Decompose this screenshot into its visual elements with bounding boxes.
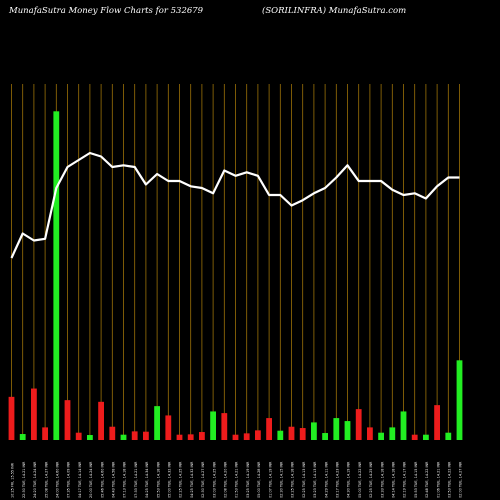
x-tick-label: 25:08 TUE, 14.27 INR	[44, 461, 48, 498]
x-tick-label: 04:29 TUE, 14.11 INR	[324, 461, 328, 498]
money-flow-bar	[423, 434, 429, 440]
money-flow-bar	[344, 421, 351, 440]
money-flow-bar	[131, 431, 138, 440]
money-flow-bar	[355, 409, 362, 440]
chart-subtitle: (SORILINFRA) MunafaSutra.com	[262, 6, 407, 16]
price-line	[10, 151, 460, 259]
chart-title: MunafaSutra Money Flow Charts for 532679	[9, 6, 204, 16]
x-tick-label: 03:53 TUE, 14.22 INR	[448, 461, 452, 498]
x-tick-label: 02:30 TUE, 14.15 INR	[280, 461, 284, 498]
grid-lines	[11, 84, 460, 440]
x-tick-label: 07:33 TUE, 14.21 INR	[134, 461, 138, 498]
money-flow-bars	[8, 111, 463, 440]
money-flow-bar	[187, 434, 194, 440]
money-flow-bar	[311, 422, 317, 440]
x-tick-label: 04:43 TUE, 14.58 INR	[112, 461, 116, 498]
money-flow-bar	[299, 428, 306, 440]
x-tick-label: 05:00 TUE, 14.22 INR	[358, 461, 362, 498]
money-flow-bar	[199, 432, 205, 440]
x-tick-label: 02:25 TUE, 14.25 INR	[179, 461, 183, 498]
x-tick-label: 01:07 TUE, 14.19 INR	[268, 461, 272, 498]
money-flow-bar	[333, 418, 340, 440]
x-tick-label: 24:00 TUE, 14.60 INR	[56, 461, 60, 498]
x-tick-label: 02:00 TUE, 14.27 INR	[459, 461, 463, 498]
money-flow-bar	[19, 434, 26, 440]
x-tick-label: 05:00 TUE, 14.32 INR	[168, 461, 172, 498]
x-tick-label: 01:53 TUE, 14.21 INR	[235, 461, 239, 498]
x-tick-label: 02:25 TUE, 14.25 INR	[369, 461, 373, 498]
x-tick-label: 05:00 TUE, 14.28 INR	[257, 461, 261, 498]
x-tick-label: 04:25 TUE, 14.32 INR	[190, 461, 194, 498]
money-flow-bar	[42, 427, 48, 440]
money-flow-bar	[87, 435, 93, 440]
x-tick-label: 02:08 TUE, 14.20 INR	[224, 461, 228, 498]
money-flow-bar	[8, 396, 15, 440]
x-tick-label: 03:03 TUE, 14.25 INR	[212, 461, 216, 498]
x-tick-label: 05:46 TUE, 14.60 INR	[100, 461, 104, 498]
x-tick-label: 03:25 TUE, 14.19 INR	[246, 461, 250, 498]
money-flow-bar	[232, 434, 239, 440]
money-flow-bar	[109, 426, 116, 440]
money-flow-bar	[154, 406, 160, 440]
x-tick-label: 07:35 TUE, 14.09 INR	[67, 461, 71, 498]
money-flow-bar	[176, 434, 183, 440]
x-tick-label: 04:25 TUE, 14.34 INR	[145, 461, 149, 498]
money-flow-bar	[210, 411, 216, 440]
x-tick-label: 07:13 TUE, 14.18 INR	[123, 461, 127, 498]
money-flow-bar	[221, 413, 228, 440]
price-line-path	[10, 151, 460, 259]
money-flow-bar	[165, 415, 172, 440]
money-flow-bar	[143, 431, 149, 440]
x-tick-label: 04:14 TUE, 14.18 INR	[392, 461, 396, 498]
x-tick-label: 03:33 TUE, 14.18 INR	[380, 461, 384, 498]
money-flow-bar	[445, 432, 452, 440]
money-flow-bar	[389, 427, 396, 440]
money-flow-bar	[277, 430, 284, 440]
money-flow-bar	[53, 111, 60, 440]
money-flow-bar	[434, 405, 440, 440]
money-flow-bar	[456, 360, 463, 440]
x-tick-label: 05:53 TUE, 14.15 INR	[414, 461, 418, 498]
money-flow-bar	[400, 411, 407, 440]
money-flow-bar	[64, 400, 71, 440]
x-tick-label: 04:17 TUE, 14.14 INR	[78, 461, 82, 498]
money-flow-bar	[322, 433, 328, 440]
money-flow-bar	[266, 418, 272, 440]
x-tick-label: 02:48 TUE, 14.22 INR	[425, 461, 429, 498]
x-tick-label: 20:00 TUE, 14.24 INR	[89, 461, 93, 498]
x-tick-label: 04:30 TUE, 14.19 INR	[347, 461, 351, 498]
money-flow-bar	[367, 427, 373, 440]
x-axis-labels: 10:25 FRI, 15.55 INR 22:30 TUE, 14.21 INR…	[11, 461, 463, 498]
money-flow-bar	[31, 388, 37, 440]
money-flow-bar	[378, 432, 384, 440]
money-flow-bar	[75, 432, 82, 440]
x-tick-label: 10:25 FRI, 15.55 INR	[11, 462, 15, 498]
money-flow-bar	[243, 433, 250, 440]
money-flow-bar	[288, 426, 295, 440]
x-tick-label: 03:17 TUE, 14.23 INR	[336, 461, 340, 498]
x-tick-label: 05:53 TUE, 14.18 INR	[156, 461, 160, 498]
money-flow-bar	[98, 401, 104, 440]
money-flow-bar	[120, 434, 127, 440]
x-tick-label: 02:19 TUE, 14.17 INR	[403, 461, 407, 498]
x-tick-label: 03:23 TUE, 14.13 INR	[313, 461, 317, 498]
x-tick-label: 02:25 TUE, 14.13 INR	[302, 461, 306, 498]
money-flow-bar	[411, 434, 418, 440]
x-tick-label: 24:20 TUE, 14.24 INR	[33, 461, 37, 498]
money-flow-bar	[255, 430, 261, 440]
x-tick-label: 02:30 TUE, 14.27 INR	[201, 461, 205, 498]
x-tick-label: 03:25 TUE, 14.18 INR	[291, 461, 295, 498]
x-tick-label: 01:06 TUE, 14.21 INR	[436, 461, 440, 498]
x-tick-label: 22:30 TUE, 14.21 INR	[22, 461, 26, 498]
